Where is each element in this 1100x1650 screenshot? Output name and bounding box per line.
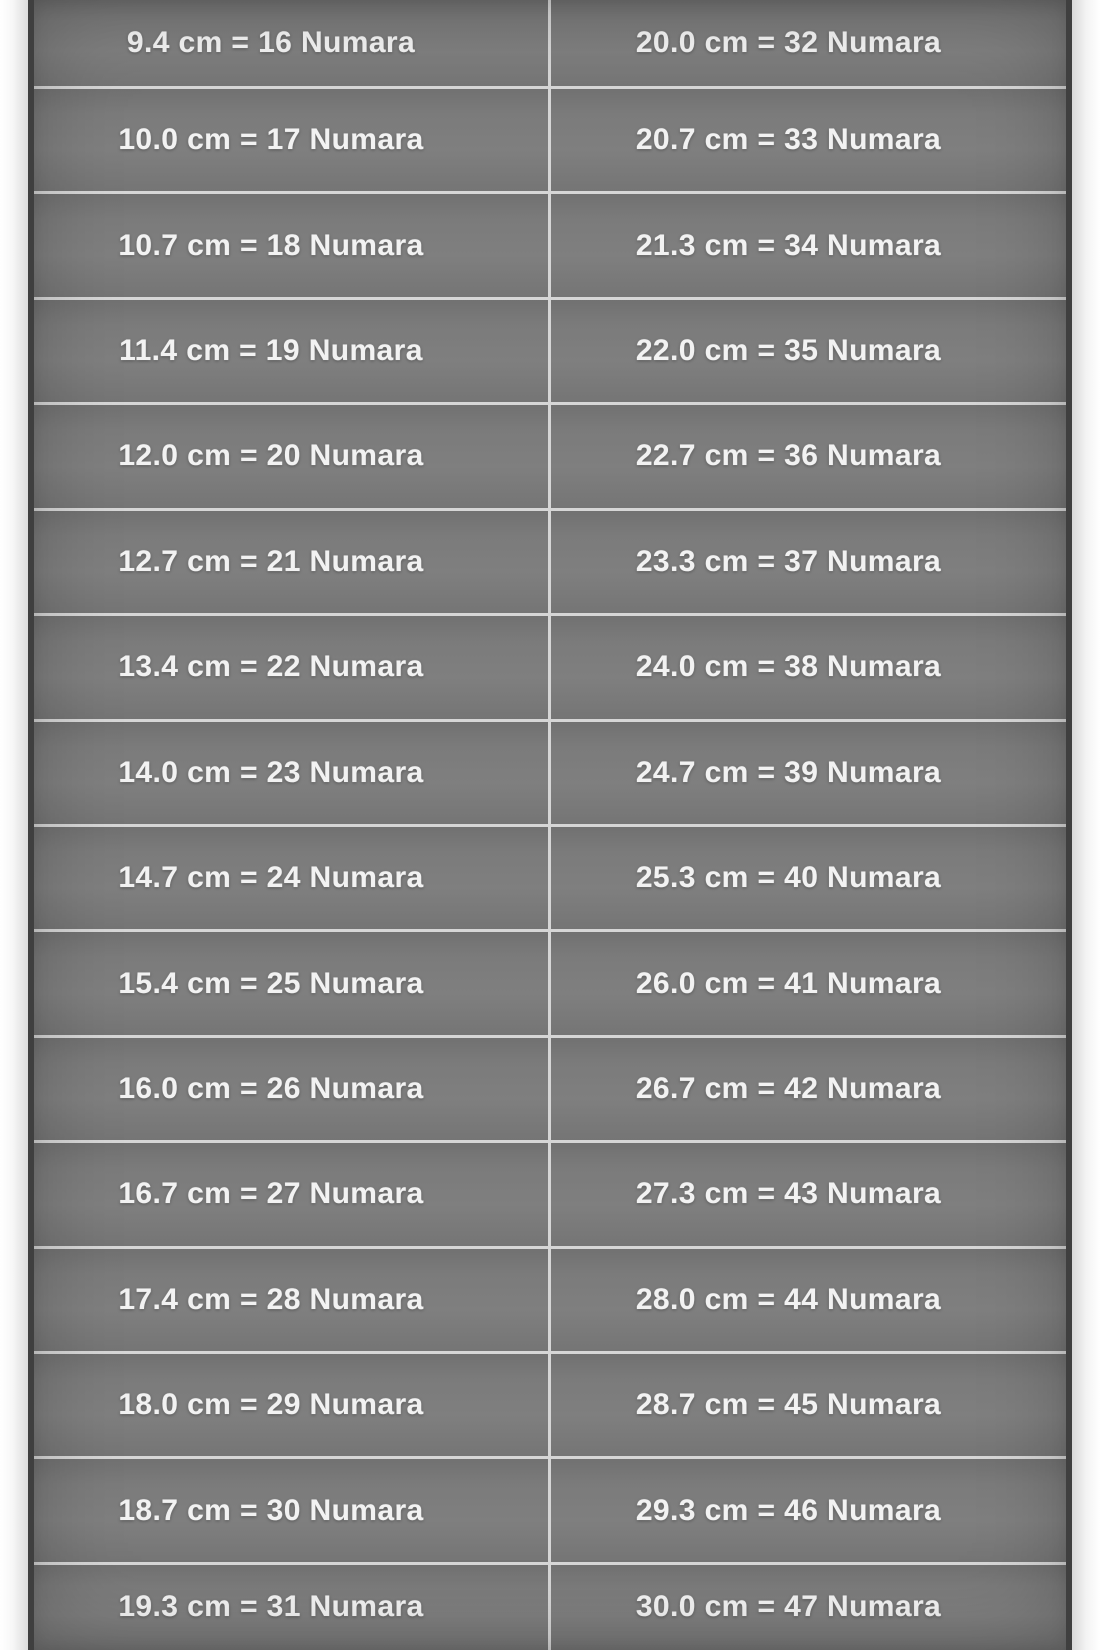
size-label-left: 17.4 cm = 28 Numara [118, 1282, 424, 1316]
size-label-right: 21.3 cm = 34 Numara [635, 228, 942, 262]
size-cell-left: 11.4 cm = 19 Numara [34, 299, 548, 403]
size-cell-right: 25.3 cm = 40 Numara [548, 826, 1066, 930]
size-cell-right: 20.0 cm = 32 Numara [548, 0, 1066, 86]
size-label-left: 10.0 cm = 17 Numara [118, 123, 424, 157]
size-label-right: 22.0 cm = 35 Numara [635, 334, 942, 368]
size-cell-right: 23.3 cm = 37 Numara [548, 510, 1066, 614]
size-label-right: 25.3 cm = 40 Numara [635, 861, 942, 895]
table-row: 17.4 cm = 28 Numara 28.0 cm = 44 Numara [34, 1245, 1066, 1352]
table-row: 14.7 cm = 24 Numara 25.3 cm = 40 Numara [34, 823, 1066, 930]
size-label-left: 15.4 cm = 25 Numara [118, 966, 424, 1000]
table-row: 11.4 cm = 19 Numara 22.0 cm = 35 Numara [34, 296, 1066, 403]
size-label-right: 26.0 cm = 41 Numara [635, 966, 942, 1000]
size-label-left: 10.7 cm = 18 Numara [118, 228, 424, 262]
size-label-right: 24.0 cm = 38 Numara [635, 650, 942, 684]
table-row: 16.0 cm = 26 Numara 26.7 cm = 42 Numara [34, 1034, 1066, 1141]
size-cell-left: 14.7 cm = 24 Numara [34, 826, 548, 930]
size-label-left: 18.0 cm = 29 Numara [118, 1388, 424, 1422]
size-cell-left: 15.4 cm = 25 Numara [34, 932, 548, 1035]
size-cell-right: 26.0 cm = 41 Numara [548, 932, 1066, 1035]
size-label-right: 28.7 cm = 45 Numara [635, 1388, 942, 1422]
size-conversion-table: 9.4 cm = 16 Numara 20.0 cm = 32 Numara 1… [28, 0, 1072, 1650]
size-cell-left: 17.4 cm = 28 Numara [34, 1248, 548, 1352]
table-row: 9.4 cm = 16 Numara 20.0 cm = 32 Numara [34, 0, 1066, 86]
size-cell-left: 13.4 cm = 22 Numara [34, 616, 548, 719]
size-cell-left: 14.0 cm = 23 Numara [34, 721, 548, 824]
size-cell-left: 10.0 cm = 17 Numara [34, 89, 548, 192]
size-label-left: 16.0 cm = 26 Numara [118, 1072, 424, 1105]
table-row: 18.7 cm = 30 Numara 29.3 cm = 46 Numara [34, 1456, 1066, 1562]
table-row: 12.7 cm = 21 Numara 23.3 cm = 37 Numara [34, 507, 1066, 614]
size-cell-right: 20.7 cm = 33 Numara [548, 89, 1066, 192]
size-cell-right: 26.7 cm = 42 Numara [548, 1037, 1066, 1141]
table-row: 19.3 cm = 31 Numara 30.0 cm = 47 Numara [34, 1561, 1066, 1650]
size-cell-right: 24.0 cm = 38 Numara [548, 616, 1066, 719]
size-cell-right: 22.0 cm = 35 Numara [548, 299, 1066, 403]
size-cell-left: 16.7 cm = 27 Numara [34, 1143, 548, 1246]
size-label-right: 23.3 cm = 37 Numara [635, 544, 942, 578]
size-label-right: 26.7 cm = 42 Numara [635, 1072, 942, 1105]
size-label-right: 27.3 cm = 43 Numara [635, 1177, 942, 1211]
size-label-right: 24.7 cm = 39 Numara [635, 755, 942, 789]
size-label-left: 19.3 cm = 31 Numara [118, 1590, 424, 1624]
table-row: 18.0 cm = 29 Numara 28.7 cm = 45 Numara [34, 1351, 1066, 1457]
size-cell-right: 30.0 cm = 47 Numara [548, 1564, 1066, 1650]
size-cell-right: 28.7 cm = 45 Numara [548, 1354, 1066, 1457]
table-row: 10.0 cm = 17 Numara 20.7 cm = 33 Numara [34, 86, 1066, 192]
table-row: 16.7 cm = 27 Numara 27.3 cm = 43 Numara [34, 1140, 1066, 1246]
size-label-left: 14.0 cm = 23 Numara [118, 755, 424, 789]
size-label-left: 11.4 cm = 19 Numara [119, 334, 423, 368]
size-label-right: 20.0 cm = 32 Numara [635, 26, 942, 59]
size-cell-left: 18.0 cm = 29 Numara [34, 1354, 548, 1457]
size-cell-left: 19.3 cm = 31 Numara [34, 1564, 548, 1650]
size-label-left: 13.4 cm = 22 Numara [118, 650, 424, 684]
size-label-left: 18.7 cm = 30 Numara [118, 1493, 424, 1527]
size-cell-right: 27.3 cm = 43 Numara [548, 1143, 1066, 1246]
size-label-left: 12.7 cm = 21 Numara [118, 544, 424, 578]
size-cell-left: 18.7 cm = 30 Numara [34, 1459, 548, 1562]
size-label-left: 16.7 cm = 27 Numara [118, 1177, 424, 1211]
size-cell-right: 29.3 cm = 46 Numara [548, 1459, 1066, 1562]
left-margin [0, 0, 28, 1650]
table-row: 14.0 cm = 23 Numara 24.7 cm = 39 Numara [34, 718, 1066, 824]
size-label-right: 29.3 cm = 46 Numara [635, 1493, 942, 1527]
size-cell-left: 12.7 cm = 21 Numara [34, 510, 548, 614]
size-cell-left: 16.0 cm = 26 Numara [34, 1037, 548, 1141]
size-cell-left: 10.7 cm = 18 Numara [34, 194, 548, 297]
size-label-left: 12.0 cm = 20 Numara [118, 439, 424, 473]
size-cell-left: 9.4 cm = 16 Numara [34, 0, 548, 86]
size-label-left: 9.4 cm = 16 Numara [126, 26, 416, 59]
size-cell-right: 28.0 cm = 44 Numara [548, 1248, 1066, 1352]
size-label-right: 20.7 cm = 33 Numara [635, 123, 942, 157]
table-row: 13.4 cm = 22 Numara 24.0 cm = 38 Numara [34, 613, 1066, 719]
size-cell-left: 12.0 cm = 20 Numara [34, 405, 548, 508]
size-label-right: 28.0 cm = 44 Numara [635, 1282, 942, 1316]
size-label-right: 22.7 cm = 36 Numara [635, 439, 942, 473]
size-label-right: 30.0 cm = 47 Numara [635, 1590, 942, 1624]
size-cell-right: 22.7 cm = 36 Numara [548, 405, 1066, 508]
table-row: 10.7 cm = 18 Numara 21.3 cm = 34 Numara [34, 191, 1066, 297]
size-cell-right: 21.3 cm = 34 Numara [548, 194, 1066, 297]
table-row: 15.4 cm = 25 Numara 26.0 cm = 41 Numara [34, 929, 1066, 1035]
size-cell-right: 24.7 cm = 39 Numara [548, 721, 1066, 824]
size-label-left: 14.7 cm = 24 Numara [118, 861, 424, 895]
table-row: 12.0 cm = 20 Numara 22.7 cm = 36 Numara [34, 402, 1066, 508]
right-margin [1072, 0, 1100, 1650]
